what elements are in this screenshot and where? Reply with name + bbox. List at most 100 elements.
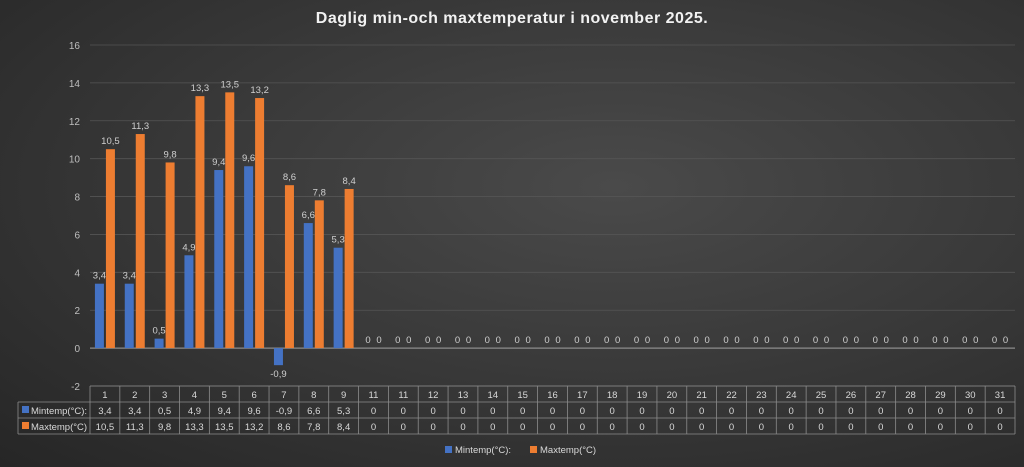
category-label: 19 (637, 390, 648, 401)
table-cell: 0 (729, 406, 734, 417)
bar-min (273, 348, 283, 366)
data-label: 0 (615, 335, 620, 346)
y-tick-label: 8 (74, 193, 80, 204)
category-label: 14 (488, 390, 499, 401)
data-label: 0 (873, 335, 878, 346)
data-label: 13,5 (221, 79, 240, 90)
data-label: 5,3 (332, 235, 345, 246)
table-cell: 13,2 (245, 422, 264, 433)
data-label: 0 (376, 335, 381, 346)
category-label: 1 (102, 390, 107, 401)
data-label: 0 (813, 335, 818, 346)
table-cell: 0 (759, 406, 764, 417)
table-cell: 0 (490, 422, 495, 433)
data-label: 0 (645, 335, 650, 346)
table-cell: 11,3 (126, 422, 144, 433)
data-label: 0 (436, 335, 441, 346)
category-label: 2 (132, 390, 137, 401)
data-label: 0 (574, 335, 579, 346)
data-label: 0 (675, 335, 680, 346)
data-label: 0 (794, 335, 799, 346)
table-cell: 0 (848, 406, 853, 417)
table-cell: 0 (401, 422, 406, 433)
data-label: 0 (824, 335, 829, 346)
bar-max (225, 92, 235, 349)
data-label: 0 (694, 335, 699, 346)
category-label: 13 (458, 390, 469, 401)
table-cell: 0 (938, 406, 943, 417)
data-label: 0 (604, 335, 609, 346)
y-tick-label: 14 (69, 79, 81, 90)
category-label: 11 (369, 390, 379, 401)
data-label: 11,3 (131, 121, 149, 132)
data-label: 0 (723, 335, 728, 346)
bar-min (214, 170, 224, 349)
data-label: 6,6 (302, 210, 315, 221)
table-cell: -0,9 (276, 406, 292, 417)
table-cell: 0 (699, 422, 704, 433)
category-label: 21 (696, 390, 707, 401)
category-label: 24 (786, 390, 797, 401)
category-label: 16 (547, 390, 558, 401)
data-label: 0 (843, 335, 848, 346)
data-label: 0 (884, 335, 889, 346)
table-cell: 0 (968, 406, 973, 417)
category-label: 5 (222, 390, 227, 401)
data-label: 0 (425, 335, 430, 346)
bar-max (165, 162, 175, 349)
table-cell: 0,5 (158, 406, 171, 417)
data-label: 9,6 (242, 153, 255, 164)
table-cell: 0 (669, 422, 674, 433)
category-label: 17 (577, 390, 588, 401)
table-cell: 0 (550, 406, 555, 417)
table-cell: 0 (460, 406, 465, 417)
table-cell: 0 (938, 422, 943, 433)
data-label: 7,8 (313, 187, 326, 198)
category-label: 3 (162, 390, 167, 401)
y-tick-label: 16 (69, 41, 81, 52)
y-tick-label: 12 (69, 117, 81, 128)
table-cell: 13,3 (185, 422, 204, 433)
legend-entry: Mintemp(°C): (455, 445, 511, 456)
chart-title: Daglig min-och maxtemperatur i november … (315, 10, 709, 27)
table-cell: 0 (908, 406, 913, 417)
data-label: 8,6 (283, 172, 296, 183)
table-cell: 0 (759, 422, 764, 433)
data-label: 0 (705, 335, 710, 346)
category-label: 31 (995, 390, 1006, 401)
category-label: 11 (398, 390, 408, 401)
category-label: 23 (756, 390, 767, 401)
bar-min (333, 247, 343, 349)
data-label: 0 (992, 335, 997, 346)
table-cell: 7,8 (307, 422, 320, 433)
category-label: 28 (905, 390, 916, 401)
data-label: 0 (585, 335, 590, 346)
data-label: 0 (526, 335, 531, 346)
data-label: 0 (466, 335, 471, 346)
data-label: 0 (902, 335, 907, 346)
bar-max (195, 96, 205, 349)
category-label: 26 (846, 390, 857, 401)
table-cell: 0 (520, 406, 525, 417)
table-cell: 0 (818, 406, 823, 417)
table-cell: 0 (639, 406, 644, 417)
y-tick-label: 2 (74, 306, 80, 317)
category-label: 27 (875, 390, 886, 401)
table-cell: 6,6 (307, 406, 320, 417)
data-label: 0 (973, 335, 978, 346)
bar-min (244, 166, 254, 349)
legend-key-icon (22, 406, 29, 413)
data-label: 8,4 (343, 176, 356, 187)
data-label: 0 (365, 335, 370, 346)
table-cell: 13,5 (215, 422, 234, 433)
category-label: 15 (517, 390, 528, 401)
data-label: 13,2 (250, 85, 269, 96)
table-cell: 0 (520, 422, 525, 433)
bar-min (303, 223, 313, 349)
data-label: 0 (734, 335, 739, 346)
category-label: 25 (816, 390, 827, 401)
table-cell: 0 (908, 422, 913, 433)
data-label: 0 (496, 335, 501, 346)
table-cell: 0 (580, 406, 585, 417)
